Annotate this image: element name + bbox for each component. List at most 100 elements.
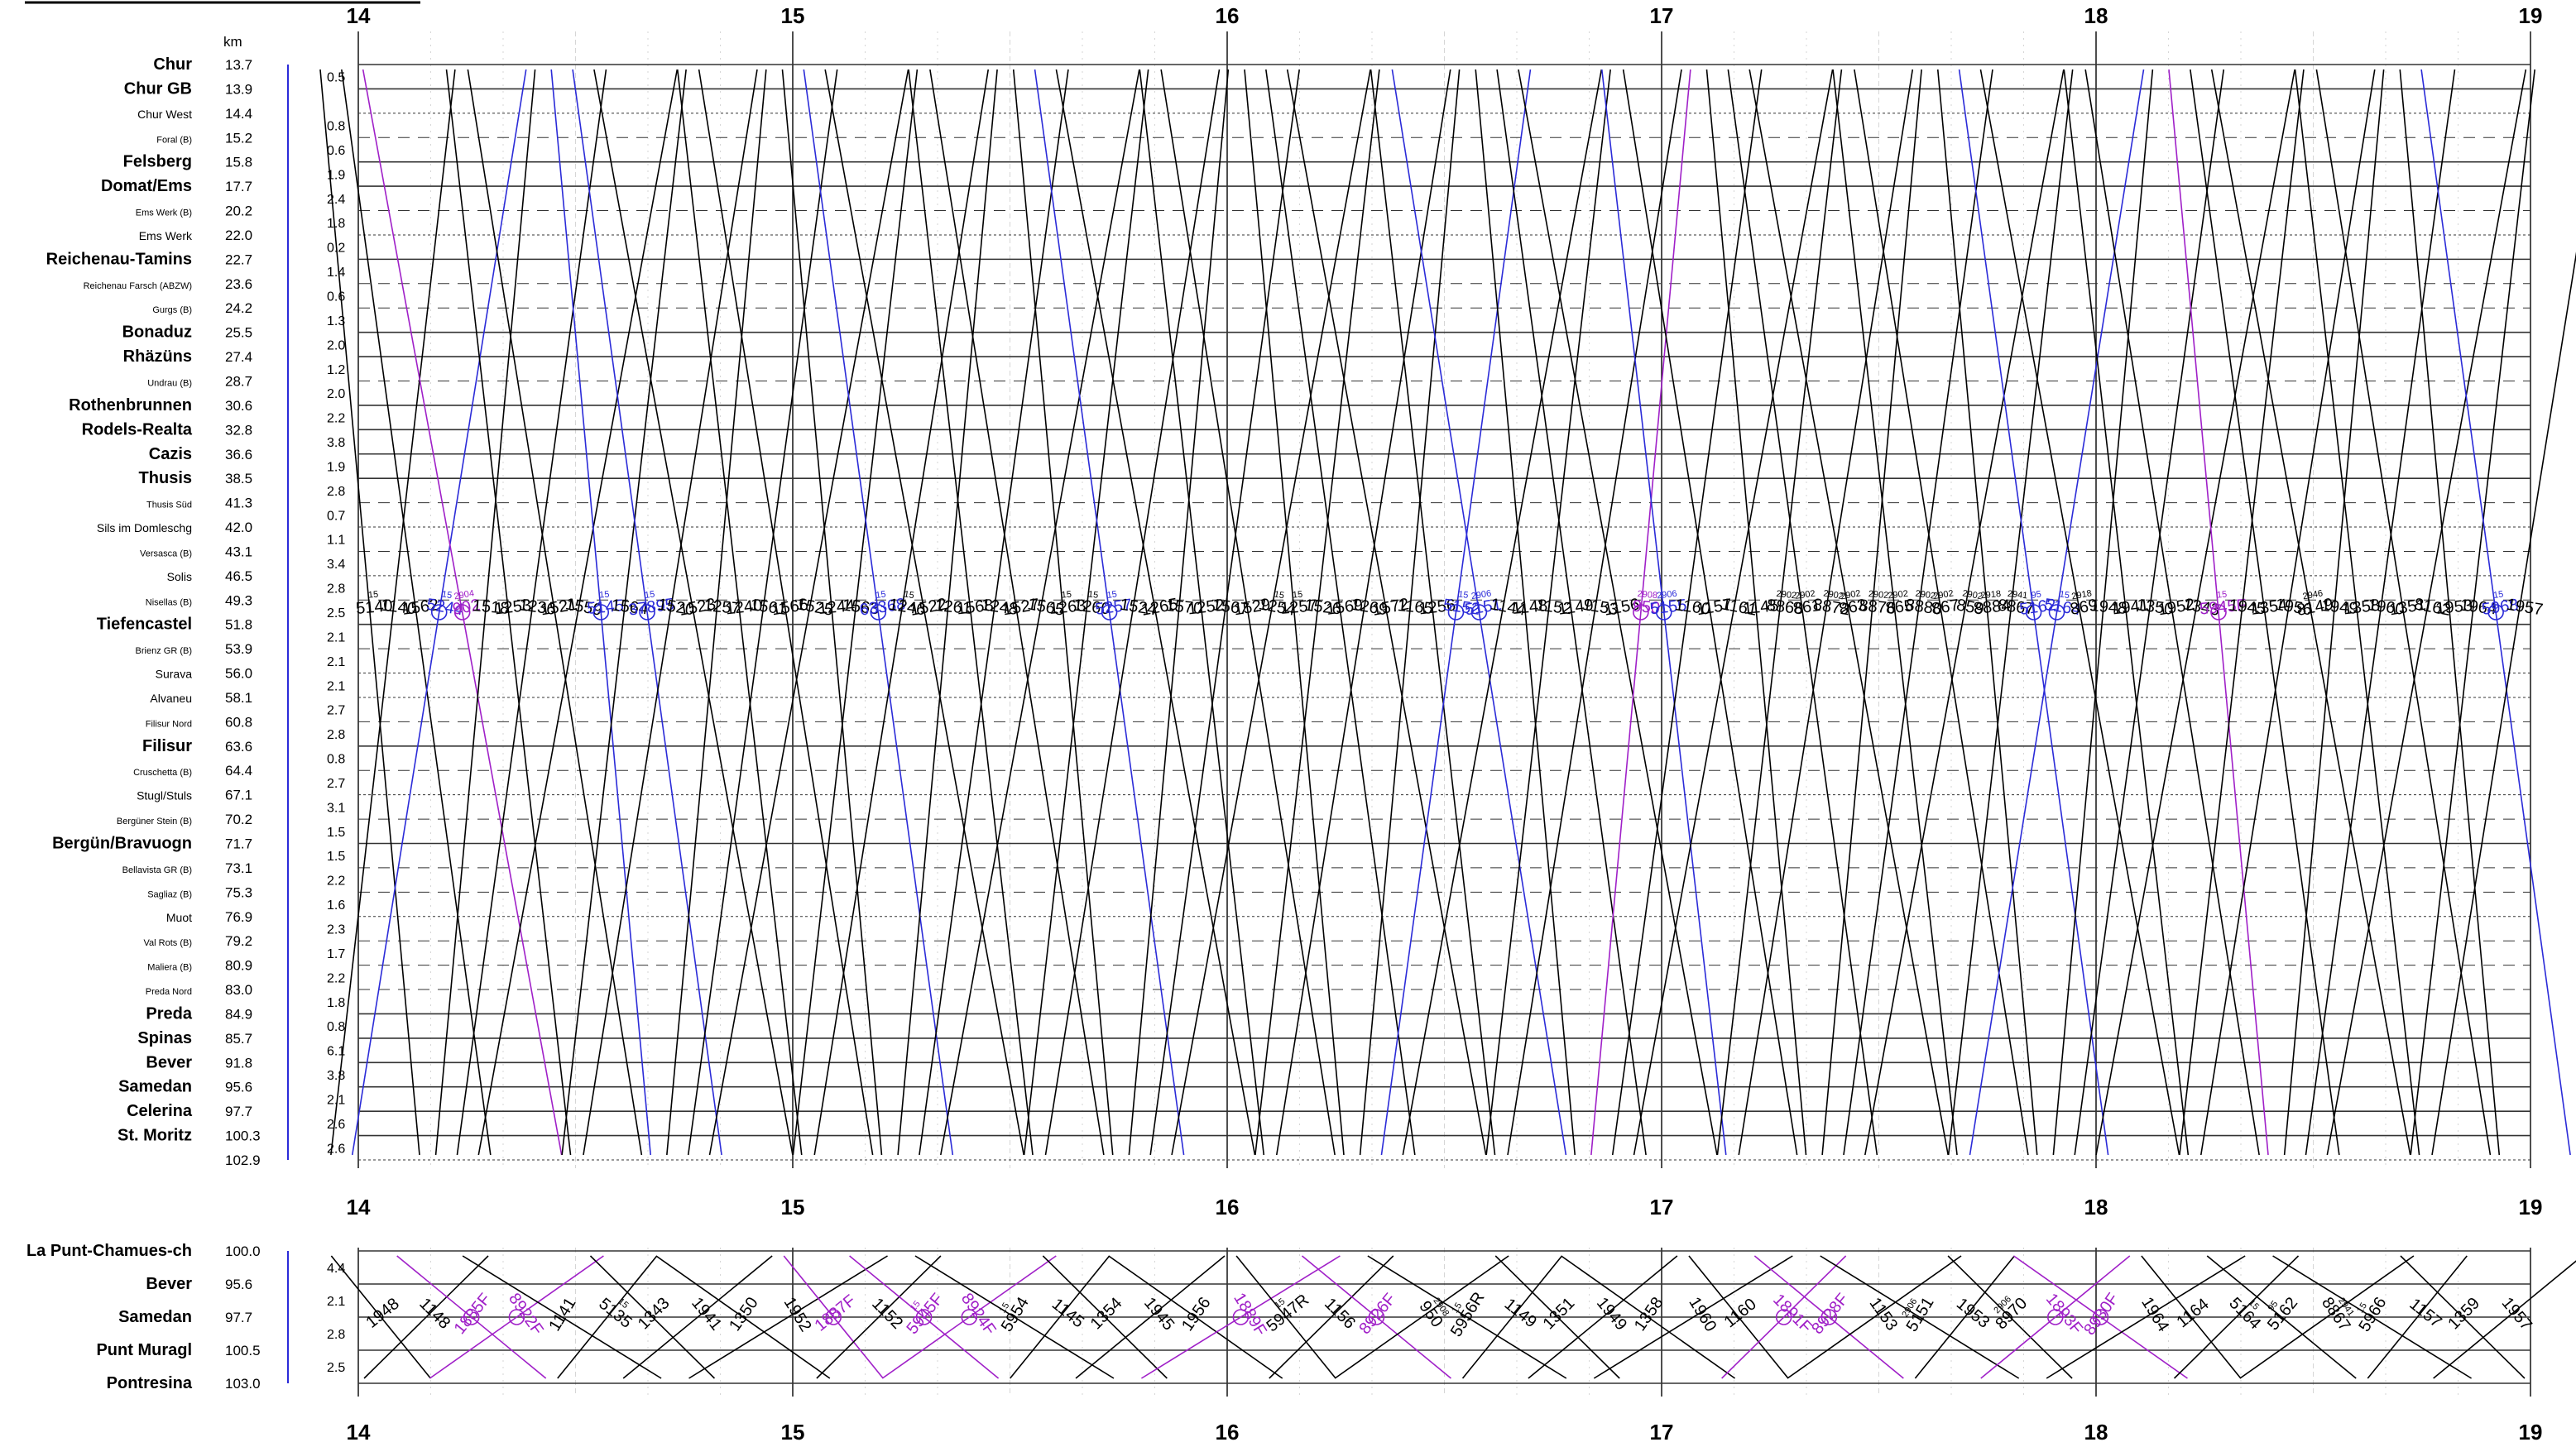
train-number: 8924F — [957, 1290, 1000, 1339]
train-number: 1160 — [1721, 1295, 1760, 1331]
train-number: 8884 — [1973, 597, 2011, 618]
train-prefix: 15 — [1274, 589, 1285, 601]
station-name: Stugl/Stuls — [137, 789, 192, 803]
train-prefix: 2902 — [1795, 589, 1816, 601]
running-time: 1.2 — [327, 363, 345, 377]
train-number: 1257 — [1279, 597, 1317, 618]
station-name: Ems Werk — [139, 229, 193, 242]
train-number: 1156 — [1321, 1295, 1359, 1333]
station-km: 64.4 — [225, 763, 252, 779]
running-time: 2.1 — [327, 1093, 345, 1107]
train-label: 1145 — [1743, 597, 1780, 618]
train-path — [940, 69, 1140, 1156]
train-label: 8924F — [957, 1290, 1000, 1339]
train-number: 1964 — [2137, 1294, 2172, 1334]
running-time: 1.1 — [327, 534, 345, 548]
train-label: 1164 — [2173, 1295, 2212, 1331]
crossing-marker — [2092, 1309, 2109, 1325]
train-path — [1561, 1255, 1736, 1379]
running-time: 2.0 — [327, 338, 345, 352]
running-time: 1.5 — [327, 850, 345, 864]
crossing-marker — [453, 604, 471, 620]
hour-labels-mid: 14 15 16 17 18 19 — [347, 1195, 2543, 1219]
station-km: 71.7 — [225, 836, 252, 852]
crossing-marker — [915, 1309, 933, 1325]
train-prefix: 15 — [644, 589, 655, 601]
station-name: Filisur Nord — [146, 719, 192, 729]
station-name: Brienz GR (B) — [136, 646, 192, 656]
train-path — [593, 69, 794, 1156]
station-name: Rodels-Realta — [82, 420, 193, 438]
train-number: 1343 — [635, 1294, 674, 1333]
train-path — [1269, 1255, 1394, 1379]
train-number: 1148 — [415, 1295, 453, 1333]
train-prefix: 15 — [2059, 589, 2070, 601]
train-path — [2400, 1255, 2526, 1379]
station-km: 27.4 — [225, 349, 252, 365]
train-path — [1705, 69, 1807, 1156]
running-time: 1.4 — [327, 266, 345, 280]
crossing-marker — [639, 604, 655, 620]
train-label: 1953 — [1953, 1295, 1993, 1332]
crossing-marker — [1447, 604, 1465, 620]
train-path — [2179, 69, 2305, 1156]
station-km: 75.3 — [225, 884, 252, 900]
train-path — [477, 69, 679, 1156]
train-label: 1351 — [1539, 1294, 1578, 1333]
train-prefix: 2906 — [1657, 589, 1678, 601]
train-path — [456, 69, 607, 1156]
running-time: 1.8 — [327, 217, 345, 231]
train-path — [1034, 69, 1185, 1156]
train-number: 867 — [1931, 597, 1960, 619]
train-path — [2095, 69, 2295, 1156]
train-path — [1055, 69, 1256, 1156]
station-km: 23.6 — [225, 276, 252, 292]
train-prefix: 95 — [2031, 589, 2042, 601]
train-path — [622, 1255, 773, 1379]
station-name: Spinas — [137, 1029, 192, 1047]
train-path — [2052, 69, 2154, 1156]
station-name: Thusis — [139, 469, 192, 487]
train-prefix: 15 — [367, 590, 378, 601]
crossing-marker — [508, 1309, 525, 1325]
train-path — [2283, 69, 2385, 1156]
train-label: 1526 — [1303, 597, 1342, 619]
hour-label: 17 — [1650, 1195, 1674, 1219]
train-path — [2294, 69, 2420, 1156]
station-name: Samedan — [118, 1078, 192, 1096]
train-path — [1947, 69, 2074, 1156]
station-name: Preda — [146, 1004, 192, 1023]
station-km: 28.7 — [225, 373, 252, 389]
running-time: 3.4 — [327, 558, 345, 572]
train-number: 5155 — [1649, 597, 1688, 619]
station-km: 14.4 — [225, 106, 252, 122]
train-prefix: 2902 — [1823, 588, 1844, 601]
station-name: Punt Muragl — [96, 1341, 192, 1359]
train-prefix: 2941 — [2007, 589, 2028, 601]
train-path — [2367, 1255, 2468, 1379]
train-path — [2046, 1255, 2246, 1379]
train-path — [2141, 1255, 2242, 1379]
station-km: 15.2 — [225, 130, 252, 146]
station-name: Surava — [156, 668, 193, 681]
train-path — [708, 69, 909, 1156]
station-km: 36.6 — [225, 447, 252, 462]
crossing-marker — [463, 1309, 480, 1325]
station-name: Val Rots (B) — [144, 938, 192, 948]
train-path — [1254, 69, 1380, 1156]
train-path — [1494, 1255, 1620, 1379]
train-path — [1611, 69, 1763, 1156]
station-name: Bergün/Bravuogn — [52, 835, 192, 853]
running-time: 2.7 — [327, 777, 345, 791]
train-path — [362, 69, 563, 1156]
train-number: 1153 — [1866, 1295, 1902, 1334]
crossing-marker — [2046, 1309, 2064, 1325]
